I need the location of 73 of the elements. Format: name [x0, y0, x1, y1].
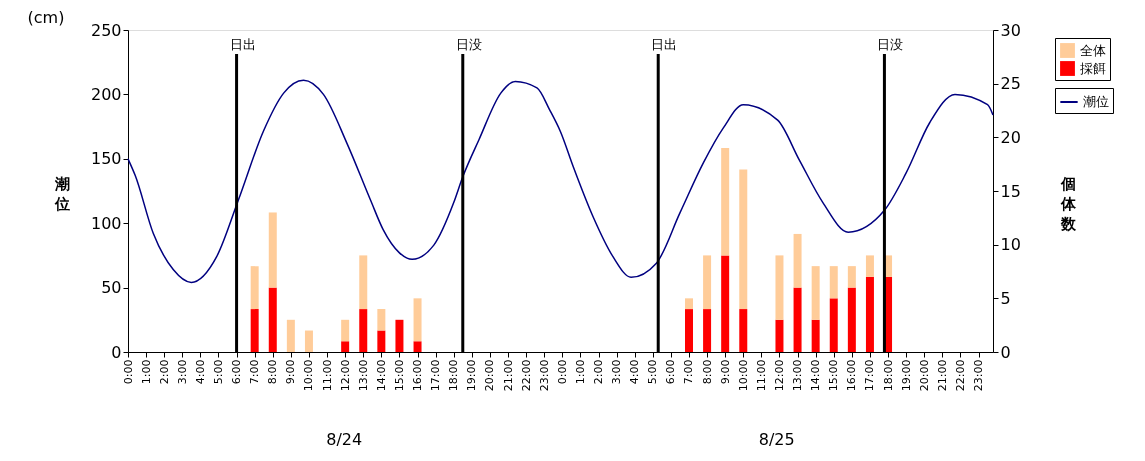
- x-tick-label: 21:00: [935, 359, 949, 392]
- x-tick-label: 10:00: [302, 359, 316, 392]
- ref-line-label: 日没: [877, 37, 904, 52]
- x-tick-label: 20:00: [483, 359, 497, 392]
- x-tick-label: 7:00: [682, 359, 696, 385]
- y2-tick-label: 0: [1000, 342, 1011, 362]
- x-tick-label: 14:00: [374, 359, 388, 392]
- legend-label: 全体: [1080, 42, 1106, 58]
- x-tick-label: 0:00: [555, 359, 569, 385]
- x-tick-label: 16:00: [845, 359, 859, 392]
- legend-label: 潮位: [1083, 94, 1109, 109]
- x-tick-label: 18:00: [447, 359, 461, 392]
- ref-line-label: 日出: [651, 37, 678, 52]
- x-tick-label: 9:00: [718, 359, 732, 385]
- y2-tick-label: 10: [1000, 235, 1021, 255]
- ref-line-label: 日出: [229, 37, 256, 52]
- x-tick-label: 7:00: [248, 359, 262, 385]
- text: (cm): [27, 8, 65, 27]
- x-tick-label: 17:00: [429, 359, 443, 392]
- x-tick-label: 13:00: [356, 359, 370, 392]
- x-tick-label: 22:00: [953, 359, 967, 392]
- x-tick-label: 12:00: [338, 359, 352, 392]
- x-tick-label: 13:00: [791, 359, 805, 392]
- x-tick-label: 8:00: [700, 359, 714, 385]
- x-tick-label: 4:00: [193, 359, 207, 385]
- x-tick-label: 20:00: [917, 359, 931, 392]
- x-tick-label: 15:00: [827, 359, 841, 392]
- x-tick-label: 6:00: [230, 359, 244, 385]
- x-tick-label: 9:00: [284, 359, 298, 385]
- y-tick-label: 200: [90, 84, 122, 104]
- x-tick-label: 3:00: [610, 359, 624, 385]
- x-tick-label: 11:00: [754, 359, 768, 392]
- y-tick-label: 0: [111, 342, 122, 362]
- x-tick-label: 1:00: [573, 359, 587, 385]
- y-tick-label: 150: [90, 149, 122, 169]
- y2-tick-label: 15: [1000, 181, 1021, 201]
- x-tick-label: 16:00: [411, 359, 425, 392]
- x-tick-label: 19:00: [899, 359, 913, 392]
- x-tick-label: 15:00: [392, 359, 406, 392]
- x-tick-label: 5:00: [211, 359, 225, 385]
- x-tick-label: 18:00: [881, 359, 895, 392]
- x-tick-label: 10:00: [736, 359, 750, 392]
- x-tick-label: 1:00: [139, 359, 153, 385]
- y2-tick-label: 25: [1000, 74, 1021, 94]
- x-tick-label: 11:00: [320, 359, 334, 392]
- y-tick-label: 100: [90, 213, 122, 233]
- y2-tick-label: 5: [1000, 288, 1011, 308]
- x-tick-label: 0:00: [121, 359, 135, 385]
- x-tick-label: 23:00: [972, 359, 986, 392]
- x-tick-label: 19:00: [465, 359, 479, 392]
- x-tick-label: 3:00: [175, 359, 189, 385]
- x-tick-label: 5:00: [646, 359, 660, 385]
- x-tick-label: 8:00: [266, 359, 280, 385]
- x-tick-label: 6:00: [664, 359, 678, 385]
- text: 8/24: [326, 430, 363, 449]
- text: 8/25: [758, 430, 795, 449]
- x-tick-label: 14:00: [809, 359, 823, 392]
- x-tick-label: 2:00: [592, 359, 605, 385]
- x-tick-label: 23:00: [537, 359, 551, 392]
- x-tick-label: 22:00: [519, 359, 533, 392]
- y-tick-label: 250: [90, 20, 122, 40]
- legend-label: 採餌: [1080, 60, 1106, 76]
- y-tick-label: 50: [101, 278, 122, 298]
- x-tick-label: 17:00: [863, 359, 877, 392]
- x-tick-label: 12:00: [772, 359, 786, 392]
- x-tick-label: 4:00: [628, 359, 642, 385]
- y2-tick-label: 30: [1000, 20, 1021, 40]
- ref-line-label: 日没: [455, 37, 482, 52]
- y2-axis-title: 個体数: [1060, 174, 1078, 233]
- y2-tick-label: 20: [1000, 127, 1021, 147]
- y-axis-title: 潮位: [54, 174, 71, 213]
- x-tick-label: 2:00: [157, 359, 171, 385]
- x-tick-label: 21:00: [501, 359, 515, 392]
